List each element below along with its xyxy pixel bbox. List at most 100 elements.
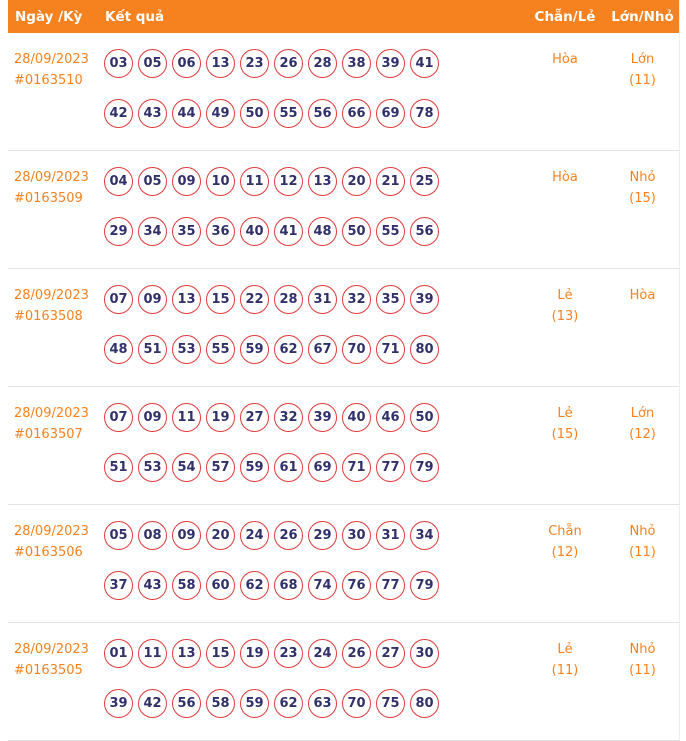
number-ball: 05 xyxy=(138,49,167,78)
number-ball: 34 xyxy=(138,217,167,246)
number-ball: 31 xyxy=(376,521,405,550)
number-ball: 15 xyxy=(206,285,235,314)
big-small-cell: Nhỏ (11) xyxy=(605,639,680,718)
draw-period: #0163506 xyxy=(14,545,83,560)
number-ball: 25 xyxy=(410,167,439,196)
number-ball: 58 xyxy=(172,571,201,600)
number-ball: 44 xyxy=(172,99,201,128)
number-ball: 06 xyxy=(172,49,201,78)
number-ball: 56 xyxy=(308,99,337,128)
number-ball: 56 xyxy=(172,689,201,718)
draw-period: #0163507 xyxy=(14,427,83,442)
date-cell: 28/09/2023 #0163509 xyxy=(8,167,100,246)
even-odd-cell: Lẻ (11) xyxy=(525,639,605,718)
even-odd-value: Lẻ xyxy=(557,642,573,657)
number-ball: 11 xyxy=(172,403,201,432)
number-ball: 40 xyxy=(240,217,269,246)
number-ball: 42 xyxy=(138,689,167,718)
number-ball: 58 xyxy=(206,689,235,718)
even-odd-cell: Hòa xyxy=(525,167,605,246)
table-row: 28/09/2023 #0163505 01 11 13 15 19 23 24 26 27 30… xyxy=(8,623,679,741)
numbers-cell: 07 09 11 19 27 32 39 40 46 50 51 53 54 57 59 61 69 71 77 79 xyxy=(100,403,525,482)
number-ball: 12 xyxy=(274,167,303,196)
even-odd-value: Chẵn xyxy=(548,524,582,539)
number-ball: 09 xyxy=(172,521,201,550)
number-ball: 71 xyxy=(342,453,371,482)
number-ball: 03 xyxy=(104,49,133,78)
header-date: Ngày /Kỳ xyxy=(15,8,83,25)
date-cell: 28/09/2023 #0163507 xyxy=(8,403,100,482)
number-ball: 70 xyxy=(342,689,371,718)
big-small-count: (11) xyxy=(629,73,656,88)
even-odd-cell: Lẻ (15) xyxy=(525,403,605,482)
number-ball: 77 xyxy=(376,571,405,600)
number-ball: 31 xyxy=(308,285,337,314)
number-ball: 24 xyxy=(308,639,337,668)
number-ball: 34 xyxy=(410,521,439,550)
number-ball: 51 xyxy=(138,335,167,364)
table-row: 28/09/2023 #0163510 03 05 06 13 23 26 28 38 39 41… xyxy=(8,33,679,151)
number-ball: 80 xyxy=(410,689,439,718)
header-result: Kết quả xyxy=(105,8,165,25)
even-odd-value: Lẻ xyxy=(557,288,573,303)
number-ball: 55 xyxy=(206,335,235,364)
number-ball: 67 xyxy=(308,335,337,364)
number-ball: 48 xyxy=(308,217,337,246)
number-ball: 77 xyxy=(376,453,405,482)
number-ball: 13 xyxy=(206,49,235,78)
even-odd-cell: Chẵn (12) xyxy=(525,521,605,600)
big-small-cell: Nhỏ (15) xyxy=(605,167,680,246)
big-small-value: Nhỏ xyxy=(629,170,656,185)
number-ball: 66 xyxy=(342,99,371,128)
draw-date: 28/09/2023 xyxy=(14,642,89,657)
number-ball: 09 xyxy=(172,167,201,196)
draw-period: #0163508 xyxy=(14,309,83,324)
number-ball: 50 xyxy=(240,99,269,128)
number-ball: 78 xyxy=(410,99,439,128)
number-ball: 41 xyxy=(410,49,439,78)
number-ball: 07 xyxy=(104,403,133,432)
number-ball: 20 xyxy=(342,167,371,196)
number-ball: 62 xyxy=(274,335,303,364)
big-small-value: Nhỏ xyxy=(629,642,656,657)
number-ball: 59 xyxy=(240,689,269,718)
number-ball: 35 xyxy=(172,217,201,246)
number-ball: 46 xyxy=(376,403,405,432)
number-ball: 22 xyxy=(240,285,269,314)
draw-date: 28/09/2023 xyxy=(14,288,89,303)
number-ball: 50 xyxy=(410,403,439,432)
number-ball: 51 xyxy=(104,453,133,482)
number-ball: 63 xyxy=(308,689,337,718)
big-small-cell: Lớn (11) xyxy=(605,49,680,128)
number-ball: 55 xyxy=(376,217,405,246)
number-ball: 39 xyxy=(410,285,439,314)
number-ball: 48 xyxy=(104,335,133,364)
header-big-small: Lớn/Nhỏ xyxy=(611,8,674,25)
number-ball: 62 xyxy=(274,689,303,718)
number-ball: 54 xyxy=(172,453,201,482)
number-ball: 36 xyxy=(206,217,235,246)
date-cell: 28/09/2023 #0163508 xyxy=(8,285,100,364)
number-ball: 27 xyxy=(240,403,269,432)
big-small-cell: Nhỏ (11) xyxy=(605,521,680,600)
numbers-cell: 07 09 13 15 22 28 31 32 35 39 48 51 53 55 59 62 67 70 71 80 xyxy=(100,285,525,364)
number-ball: 26 xyxy=(274,521,303,550)
number-ball: 13 xyxy=(308,167,337,196)
date-cell: 28/09/2023 #0163505 xyxy=(8,639,100,718)
number-ball: 56 xyxy=(410,217,439,246)
numbers-cell: 03 05 06 13 23 26 28 38 39 41 42 43 44 49 50 55 56 66 69 78 xyxy=(100,49,525,128)
number-ball: 32 xyxy=(274,403,303,432)
number-ball: 62 xyxy=(240,571,269,600)
number-ball: 68 xyxy=(274,571,303,600)
number-ball: 32 xyxy=(342,285,371,314)
big-small-cell: Hòa xyxy=(605,285,680,364)
lottery-results-panel: Ngày /Kỳ Kết quả Chẵn/Lẻ Lớn/Nhỏ 28/09/2… xyxy=(8,0,680,741)
number-ball: 39 xyxy=(308,403,337,432)
number-ball: 20 xyxy=(206,521,235,550)
numbers-cell: 04 05 09 10 11 12 13 20 21 25 29 34 35 36 40 41 48 50 55 56 xyxy=(100,167,525,246)
big-small-count: (11) xyxy=(629,663,656,678)
table-body: 28/09/2023 #0163510 03 05 06 13 23 26 28 38 39 41… xyxy=(8,33,679,741)
draw-period: #0163509 xyxy=(14,191,83,206)
number-ball: 24 xyxy=(240,521,269,550)
number-ball: 19 xyxy=(240,639,269,668)
